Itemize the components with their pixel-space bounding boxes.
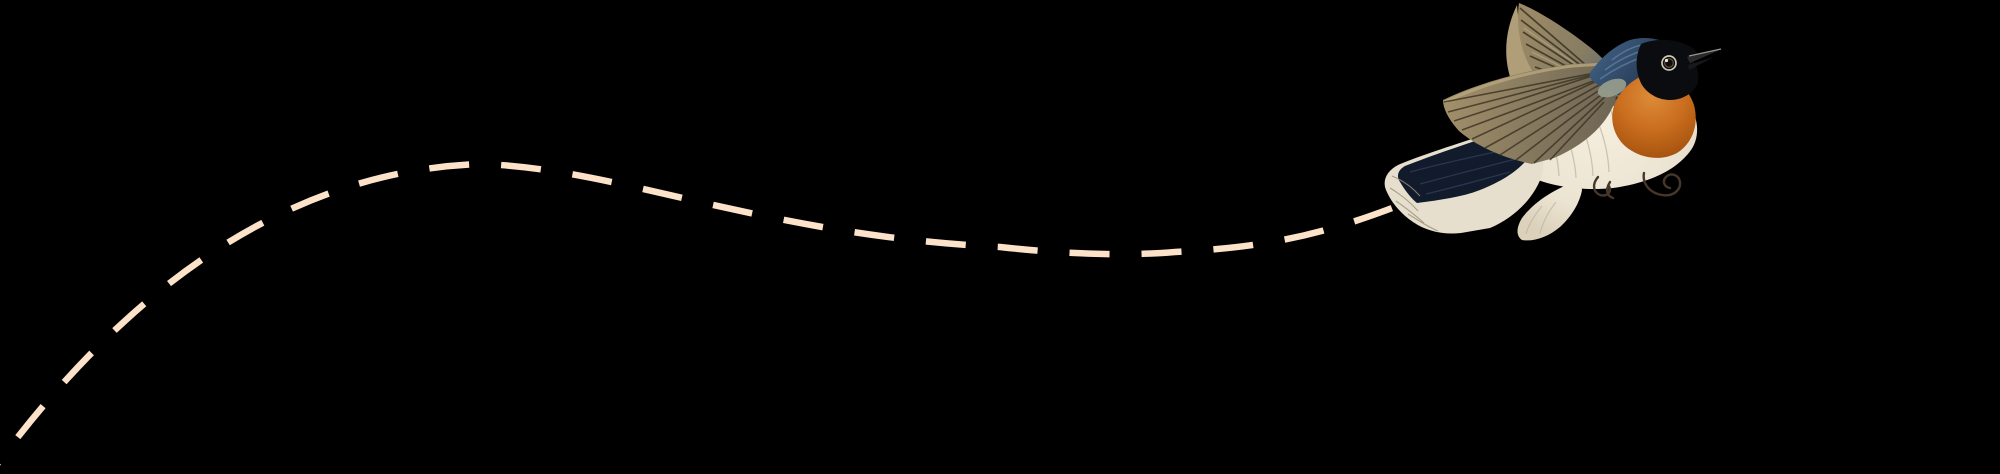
bird-foot-left-toe bbox=[1605, 180, 1615, 200]
bird-lower-wing-leading-edge bbox=[1444, 62, 1605, 104]
bird-foot-right-curl bbox=[1642, 171, 1682, 197]
swallow-bird-illustration bbox=[1384, 3, 1722, 241]
bird-foot-left bbox=[1592, 175, 1612, 197]
bird-beak-highlight bbox=[1688, 48, 1722, 57]
bird-eye-glint bbox=[1664, 58, 1669, 63]
bird-eye bbox=[1661, 55, 1677, 71]
bird-beak-upper bbox=[1687, 49, 1722, 63]
bird-tail-tip-separations bbox=[1389, 175, 1439, 232]
bird-scapular-patch bbox=[1597, 78, 1627, 98]
bird-tail-dark-feathers bbox=[1397, 138, 1530, 203]
bird-eye-iris-ring bbox=[1664, 58, 1674, 68]
bird-beak-lower bbox=[1688, 57, 1714, 70]
bird-vent-streaks bbox=[1525, 201, 1557, 235]
flight-path-dashed-line bbox=[0, 160, 1402, 466]
bird-feet bbox=[1592, 171, 1682, 200]
bird-lower-wing-streaks bbox=[1443, 69, 1613, 164]
flight-path bbox=[0, 160, 1402, 466]
